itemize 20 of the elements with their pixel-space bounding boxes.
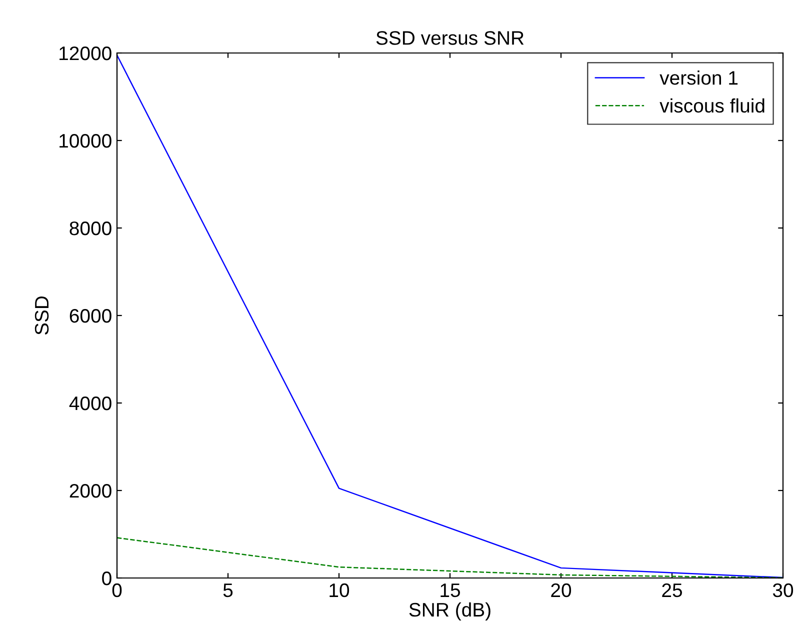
y-tick-label: 12000 [60, 46, 112, 60]
x-tick-label: 0 [112, 583, 122, 598]
y-axis-title: SSD [34, 296, 49, 335]
x-tick-label: 20 [551, 583, 572, 598]
x-tick-label: 25 [662, 583, 682, 598]
legend-label: viscous fluid [660, 98, 764, 113]
y-tick-label: 0 [102, 571, 112, 586]
x-tick-label: 5 [223, 584, 233, 598]
x-tick-label: 15 [440, 584, 460, 598]
chart-title: SSD versus SNR [376, 31, 524, 45]
y-tick-label: 8000 [70, 221, 112, 236]
line-series [117, 54, 783, 578]
y-tick-label: 6000 [70, 308, 112, 323]
x-tick-label: 30 [772, 583, 794, 598]
x-tick-label: 10 [330, 583, 350, 598]
y-tick-label: 2000 [70, 484, 112, 498]
y-tick-label: 10000 [60, 134, 112, 148]
x-axis-title: SNR (dB) [409, 602, 490, 620]
legend-label: version 1 [660, 70, 738, 85]
y-tick-label: 4000 [69, 396, 112, 410]
